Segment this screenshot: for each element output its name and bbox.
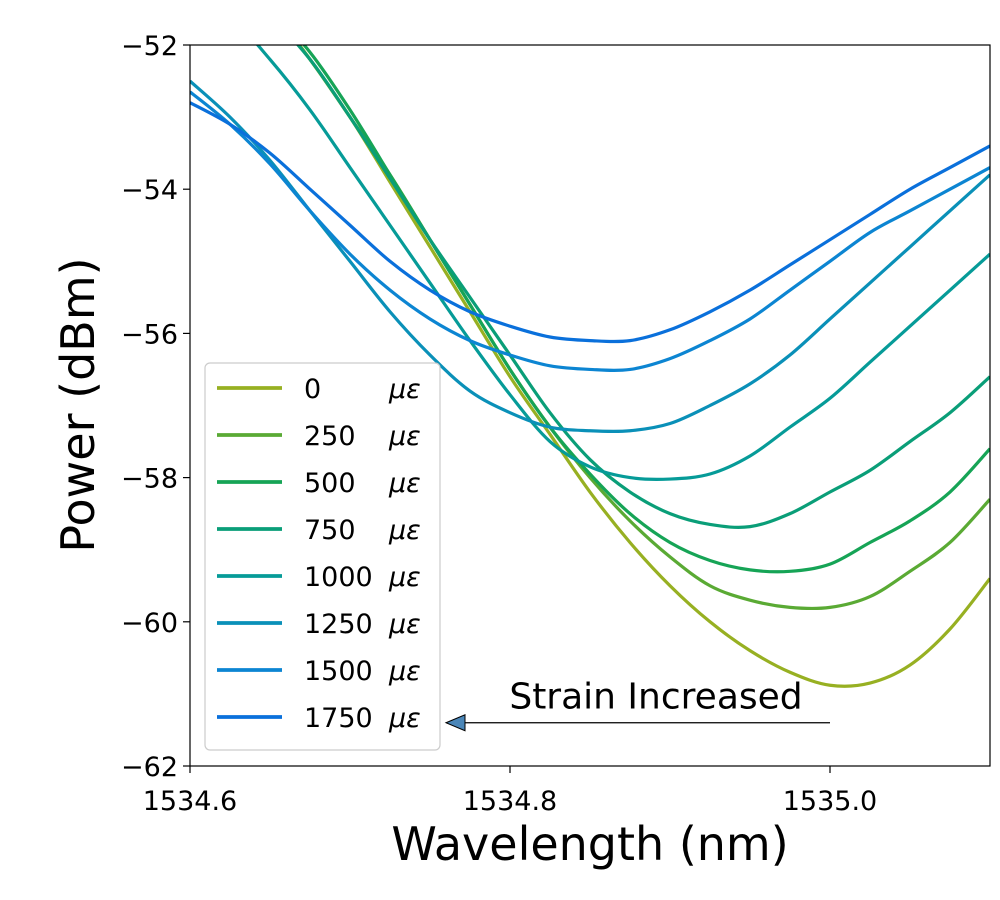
legend-unit: με	[388, 562, 421, 593]
legend-unit: με	[388, 374, 421, 405]
series-line-1750	[190, 101, 990, 344]
y-tick-label: −56	[121, 319, 178, 350]
y-tick-label: −54	[121, 175, 178, 206]
series-line-1500	[190, 90, 990, 372]
x-axis-title: Wavelength (nm)	[391, 817, 788, 871]
series-line-1000	[255, 45, 990, 481]
y-axis-title: Power (dBm)	[51, 257, 105, 552]
legend-label: 1250	[304, 609, 373, 640]
legend-label: 0	[304, 374, 321, 405]
legend-label: 500	[304, 468, 356, 499]
y-tick-label: −62	[121, 752, 178, 783]
annotation: Strain Increased	[444, 677, 830, 732]
legend-label: 250	[304, 421, 356, 452]
x-tick-label: 1534.8	[463, 786, 557, 817]
legend-unit: με	[388, 656, 421, 687]
legend-label: 1750	[304, 703, 373, 734]
legend-label: 1000	[304, 562, 373, 593]
annotation-text: Strain Increased	[509, 677, 802, 718]
legend-unit: με	[388, 421, 421, 452]
legend: 0 με 250 με 500 με 750 με 1000 με 1250 με 1500 με 1750…	[204, 362, 441, 751]
y-tick-label: −52	[121, 31, 178, 62]
legend-unit: με	[388, 515, 421, 546]
plot-frame	[189, 44, 991, 767]
series-layer	[190, 45, 990, 688]
x-tick-label: 1535.0	[783, 786, 877, 817]
legend-frame	[204, 362, 441, 751]
annotation-arrow-head	[444, 713, 466, 732]
legend-unit: με	[388, 609, 421, 640]
x-tick-label: 1534.6	[143, 786, 237, 817]
legend-unit: με	[388, 703, 421, 734]
legend-unit: με	[388, 468, 421, 499]
y-tick-label: −58	[121, 464, 178, 495]
axis-ticks: 1534.6 1534.8 1535.0 −62 −60 −58 −56 −54 −52	[121, 31, 877, 817]
legend-label: 750	[304, 515, 356, 546]
y-tick-label: −60	[121, 608, 178, 639]
series-line-750	[295, 45, 990, 529]
legend-label: 1500	[304, 656, 373, 687]
